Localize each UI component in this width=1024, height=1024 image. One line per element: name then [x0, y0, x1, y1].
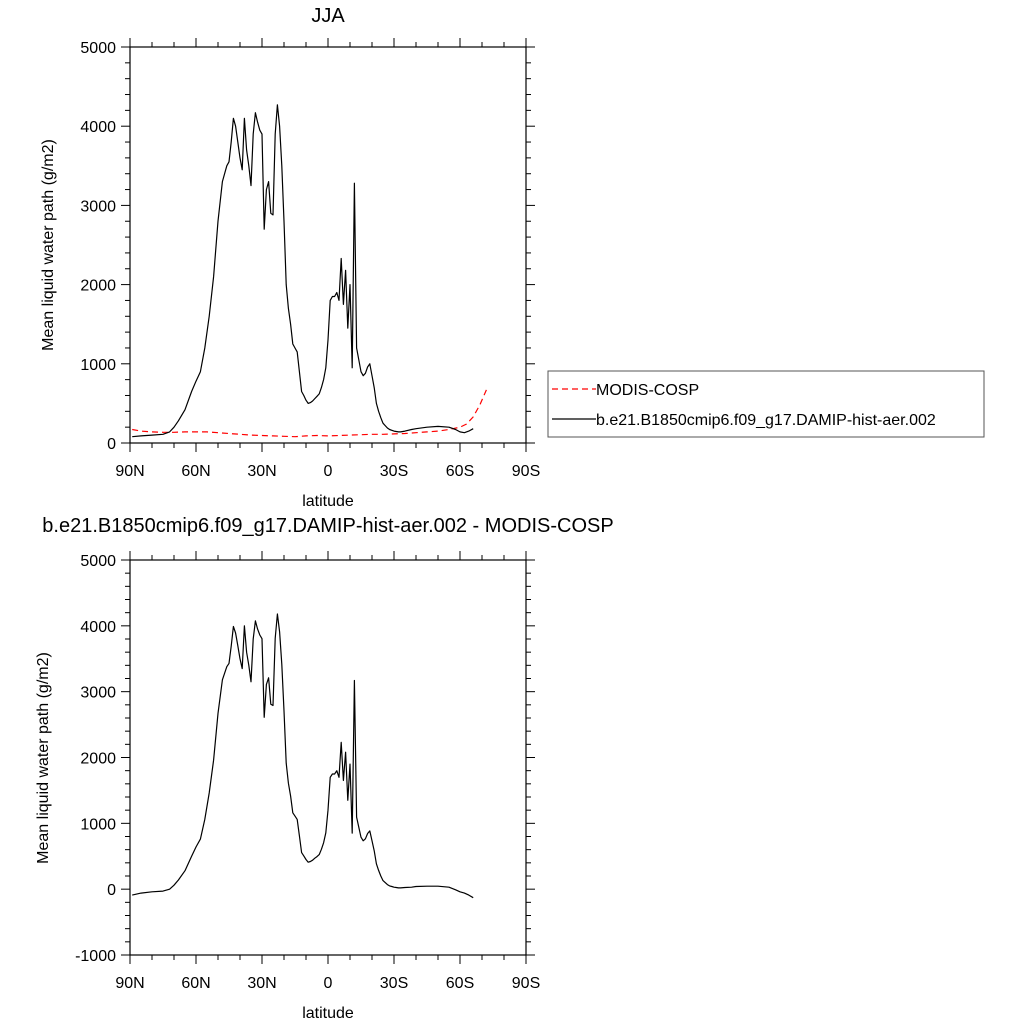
y-tick-label: 4000: [80, 619, 116, 636]
bottom-x-axis-label: latitude: [302, 1005, 354, 1022]
x-tick-label: 90N: [115, 975, 144, 992]
legend-label-model: b.e21.B1850cmip6.f09_g17.DAMIP-hist-aer.…: [596, 412, 936, 429]
top-series-group: [132, 104, 487, 438]
bottom-difference-line: [132, 613, 474, 899]
top-y-axis-label: Mean liquid water path (g/m2): [40, 139, 57, 351]
top-x-axis-label: latitude: [302, 493, 354, 510]
y-tick-label: 3000: [80, 685, 116, 702]
bottom-x-ticks: 90N 60N 30N 0 30S 60S 90S: [115, 551, 540, 992]
y-tick-label: 0: [107, 436, 116, 453]
legend-box: [547, 370, 985, 438]
x-tick-label: 90S: [512, 975, 540, 992]
y-tick-label: 4000: [80, 119, 116, 136]
top-plot: JJA 0 1000 2000 3000 4000 5000 90N 60N 30N 0 30S 6…: [40, 5, 540, 510]
x-tick-label: 90S: [512, 463, 540, 480]
top-model-line: [132, 104, 474, 438]
y-tick-label: 1000: [80, 816, 116, 833]
y-tick-label: 0: [107, 882, 116, 899]
x-tick-label: 30N: [247, 975, 276, 992]
top-x-ticks: 90N 60N 30N 0 30S 60S 90S: [115, 38, 540, 480]
y-tick-label: 3000: [80, 198, 116, 215]
bottom-plot-title: b.e21.B1850cmip6.f09_g17.DAMIP-hist-aer.…: [42, 515, 613, 537]
x-tick-label: 90N: [115, 463, 144, 480]
top-plot-frame: [129, 46, 527, 444]
y-tick-label: -1000: [75, 948, 116, 965]
bottom-y-ticks: -1000 0 1000 2000 3000 4000 5000: [75, 553, 535, 965]
x-tick-label: 60S: [446, 463, 474, 480]
x-tick-label: 60N: [181, 975, 210, 992]
x-tick-label: 30S: [380, 975, 408, 992]
top-plot-title: JJA: [311, 5, 345, 27]
bottom-series-group: [132, 613, 474, 899]
x-tick-label: 0: [324, 463, 333, 480]
y-tick-label: 5000: [80, 40, 116, 57]
legend-label-modis: MODIS-COSP: [596, 382, 699, 399]
top-y-ticks: 0 1000 2000 3000 4000 5000: [80, 40, 535, 453]
y-tick-label: 1000: [80, 357, 116, 374]
y-tick-label: 5000: [80, 553, 116, 570]
x-tick-label: 60S: [446, 975, 474, 992]
x-tick-label: 0: [324, 975, 333, 992]
x-tick-label: 30N: [247, 463, 276, 480]
y-tick-label: 2000: [80, 751, 116, 768]
legend: MODIS-COSP b.e21.B1850cmip6.f09_g17.DAMI…: [547, 370, 985, 438]
bottom-plot-frame: [129, 559, 527, 956]
bottom-plot: b.e21.B1850cmip6.f09_g17.DAMIP-hist-aer.…: [35, 515, 614, 1022]
x-tick-label: 60N: [181, 463, 210, 480]
x-tick-label: 30S: [380, 463, 408, 480]
top-modis-cosp-line: [132, 389, 487, 438]
bottom-y-axis-label: Mean liquid water path (g/m2): [35, 652, 52, 864]
y-tick-label: 2000: [80, 278, 116, 295]
